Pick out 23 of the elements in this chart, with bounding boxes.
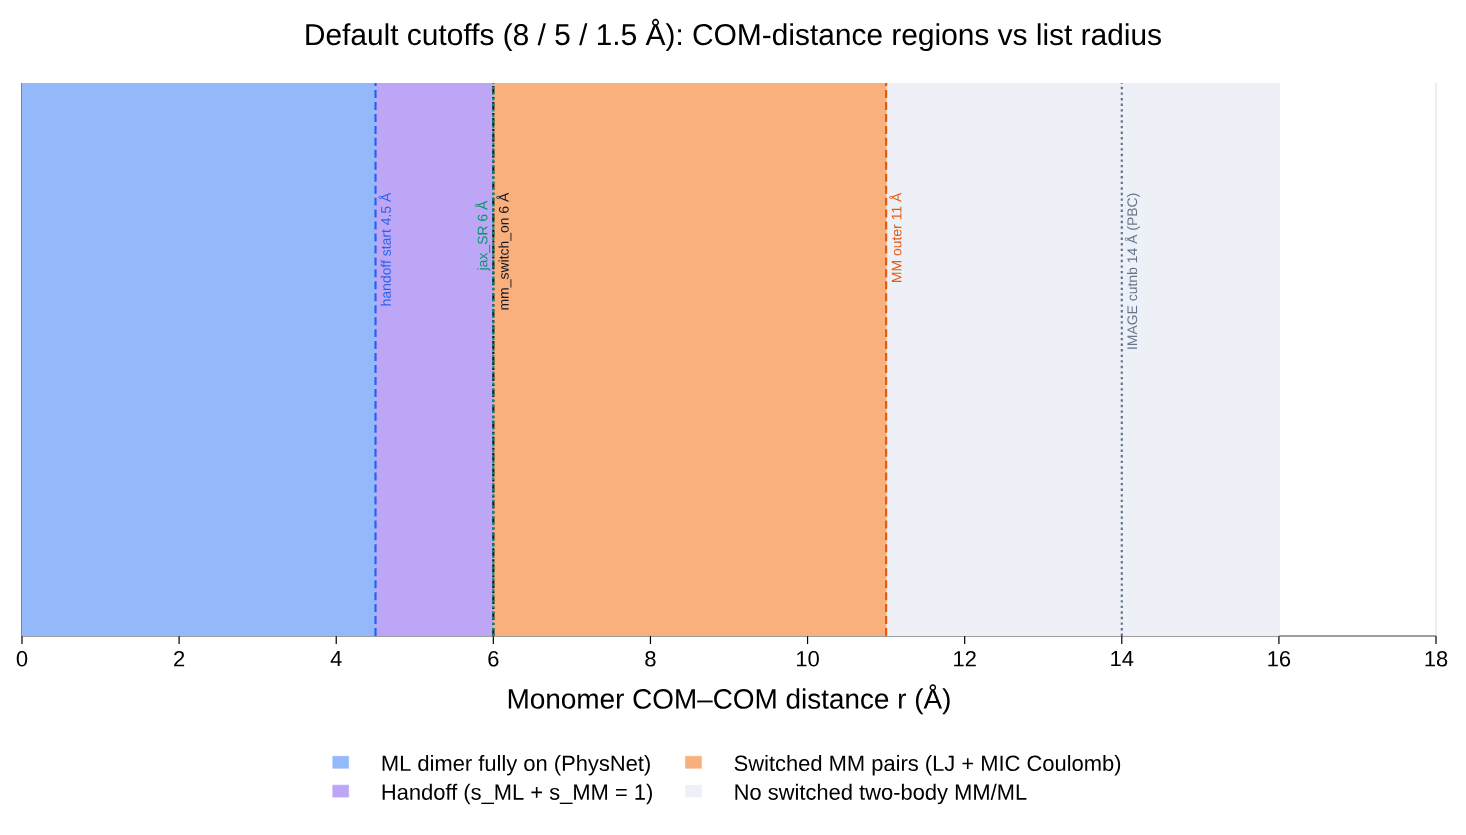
x-tick-label: 4 [330,651,342,667]
legend-label: ML dimer fully on (PhysNet) [382,754,650,776]
x-tick-label: 12 [954,651,976,667]
x-tick-label: 8 [645,651,656,667]
ref-line-label: mm_switch_on 6 Å [496,192,512,310]
legend-label: Switched MM pairs (LJ + MIC Coulomb) [734,754,1121,776]
x-tick-label: 18 [1425,651,1448,667]
legend-label: Handoff (s_ML + s_MM = 1) [382,783,652,805]
ref-line-label: IMAGE cutnb 14 Å (PBC) [1124,193,1140,349]
x-tick-label: 6 [488,651,499,667]
legend-label: No switched two-body MM/ML [735,783,1027,805]
ref-line-label: jax_SR 6 Å [475,200,491,271]
x-tick-label: 14 [1111,651,1134,667]
bar [375,82,494,636]
chart-title: Default cutoffs (8 / 5 / 1.5 Å): COM-distance regions vs list radius [306,18,1161,52]
bar [493,82,887,636]
x-tick-label: 2 [174,651,185,667]
x-tick-label: 16 [1268,651,1291,667]
ref-line-label: handoff start 4.5 Å [378,192,391,306]
x-tick-label: 10 [797,651,819,667]
x-tick-label: 0 [16,651,28,667]
ref-line-label: MM outer 11 Å [889,192,902,282]
x-axis-title: Monomer COM–COM distance r (Å) [508,684,950,715]
